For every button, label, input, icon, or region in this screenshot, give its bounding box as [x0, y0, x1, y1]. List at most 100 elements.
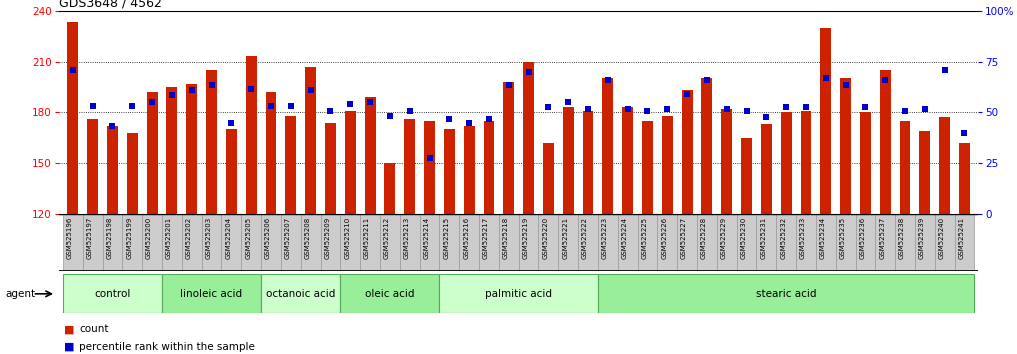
Text: GSM525200: GSM525200 — [146, 217, 153, 259]
Bar — [821, 28, 831, 214]
Bar — [305, 67, 316, 214]
Point — [302, 87, 318, 93]
Point — [778, 104, 794, 110]
Point — [283, 103, 299, 108]
Bar — [900, 121, 910, 214]
Bar — [741, 138, 752, 214]
Point — [144, 99, 161, 105]
Point — [600, 77, 616, 83]
Bar — [681, 90, 693, 214]
Bar — [162, 214, 182, 271]
Point — [738, 108, 755, 114]
Bar — [365, 97, 375, 214]
Bar — [63, 214, 82, 271]
Bar — [915, 214, 935, 271]
Point — [105, 123, 121, 129]
Bar — [87, 119, 98, 214]
Bar — [757, 214, 776, 271]
Point — [362, 99, 378, 105]
Text: octanoic acid: octanoic acid — [266, 289, 336, 299]
Bar — [360, 214, 380, 271]
Bar — [281, 214, 301, 271]
Bar — [201, 214, 222, 271]
Point — [560, 99, 577, 105]
Text: GSM525210: GSM525210 — [344, 217, 350, 259]
Bar — [543, 143, 554, 214]
Point — [243, 86, 259, 91]
Text: palmitic acid: palmitic acid — [485, 289, 552, 299]
Bar — [895, 214, 915, 271]
Text: GSM525198: GSM525198 — [107, 217, 113, 259]
Bar — [816, 214, 836, 271]
Bar — [836, 214, 855, 271]
Bar — [642, 121, 653, 214]
Bar — [380, 214, 400, 271]
Bar — [598, 214, 617, 271]
Point — [262, 103, 279, 108]
Bar — [226, 129, 237, 214]
Bar — [63, 274, 162, 313]
Point — [224, 120, 240, 125]
Bar — [622, 107, 634, 214]
Point — [837, 82, 853, 88]
Point — [679, 91, 696, 97]
Bar — [876, 214, 895, 271]
Bar — [424, 121, 435, 214]
Bar — [598, 274, 974, 313]
Text: GSM525196: GSM525196 — [67, 217, 73, 259]
Bar — [617, 214, 638, 271]
Point — [164, 93, 180, 98]
Point — [719, 106, 735, 112]
Bar — [103, 214, 122, 271]
Point — [640, 108, 656, 114]
Text: GSM525224: GSM525224 — [621, 217, 627, 259]
Text: GSM525230: GSM525230 — [740, 217, 746, 259]
Text: GSM525229: GSM525229 — [721, 217, 727, 259]
Bar — [443, 129, 455, 214]
Text: oleic acid: oleic acid — [365, 289, 415, 299]
Bar — [717, 214, 736, 271]
Point — [203, 82, 220, 88]
Text: GSM525207: GSM525207 — [285, 217, 291, 259]
Bar — [935, 214, 955, 271]
Point — [84, 103, 101, 108]
Bar — [341, 214, 360, 271]
Point — [798, 104, 815, 110]
Bar — [167, 87, 177, 214]
Text: stearic acid: stearic acid — [756, 289, 817, 299]
Bar — [460, 214, 479, 271]
Bar — [860, 113, 871, 214]
Text: GSM525234: GSM525234 — [820, 217, 826, 259]
Bar — [142, 214, 162, 271]
Bar — [662, 116, 672, 214]
Text: GDS3648 / 4562: GDS3648 / 4562 — [59, 0, 162, 10]
Bar — [206, 70, 217, 214]
Bar — [483, 121, 494, 214]
Bar — [499, 214, 519, 271]
Bar — [697, 214, 717, 271]
Bar — [127, 133, 137, 214]
Bar — [702, 79, 712, 214]
Bar — [736, 214, 757, 271]
Point — [580, 106, 596, 112]
Text: GSM525204: GSM525204 — [226, 217, 231, 259]
Bar — [241, 214, 261, 271]
Point — [461, 120, 477, 125]
Bar — [776, 214, 796, 271]
Point — [759, 115, 775, 120]
Text: GSM525205: GSM525205 — [245, 217, 251, 259]
Bar — [919, 131, 931, 214]
Text: GSM525225: GSM525225 — [642, 217, 648, 259]
Point — [937, 67, 953, 73]
Bar — [880, 70, 891, 214]
Bar — [122, 214, 142, 271]
Text: GSM525209: GSM525209 — [324, 217, 331, 259]
Bar — [800, 111, 812, 214]
Text: GSM525236: GSM525236 — [859, 217, 865, 259]
Text: percentile rank within the sample: percentile rank within the sample — [79, 342, 255, 352]
Bar — [162, 274, 261, 313]
Text: GSM525203: GSM525203 — [205, 217, 212, 259]
Point — [500, 82, 517, 88]
Point — [381, 113, 398, 119]
Bar — [781, 113, 791, 214]
